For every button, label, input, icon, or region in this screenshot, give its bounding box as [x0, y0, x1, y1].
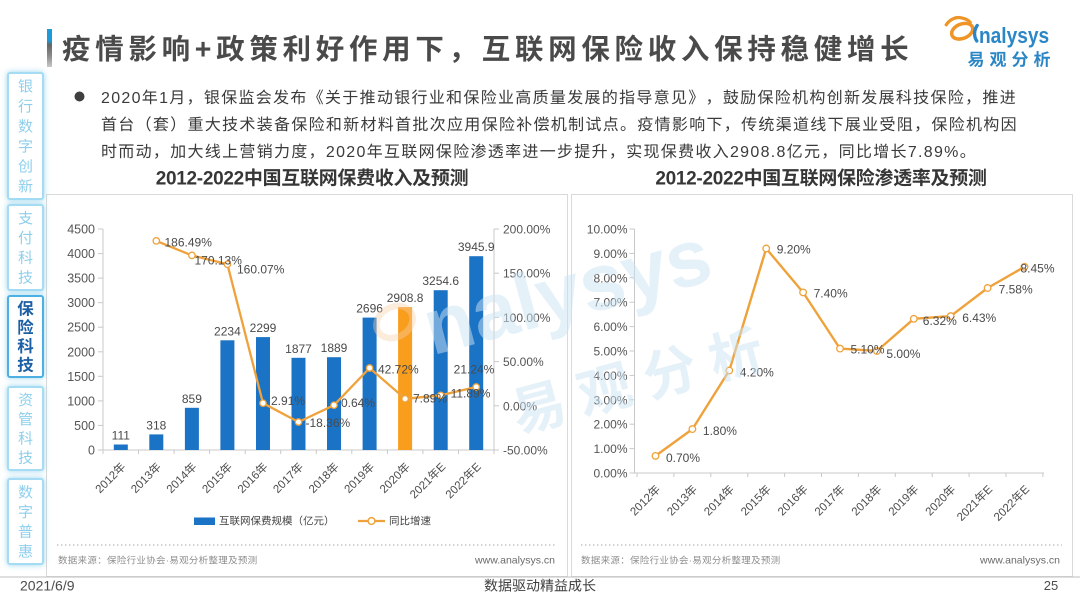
svg-text:170.13%: 170.13% [195, 254, 243, 268]
svg-text:160.07%: 160.07% [237, 263, 285, 277]
svg-text:·: · [689, 556, 692, 567]
svg-text:2019: 2019 [343, 469, 370, 496]
svg-text:2012: 2012 [628, 492, 655, 519]
svg-text:25: 25 [1044, 578, 1058, 593]
svg-text:5.10%: 5.10% [851, 343, 885, 357]
svg-text:7.58%: 7.58% [999, 283, 1033, 297]
svg-text:2696: 2696 [356, 302, 383, 316]
svg-text:0.70%: 0.70% [666, 451, 700, 465]
svg-text:2015: 2015 [739, 492, 766, 519]
svg-text:3945.9: 3945.9 [458, 240, 495, 254]
svg-text:9.00%: 9.00% [593, 247, 627, 261]
svg-text:2016: 2016 [776, 492, 803, 519]
svg-text:1: 1 [159, 90, 169, 107]
svg-text:1.00%: 1.00% [593, 442, 627, 456]
svg-text:8.45%: 8.45% [1021, 261, 1055, 275]
svg-text:3500: 3500 [67, 272, 95, 286]
svg-text:7.40%: 7.40% [814, 286, 848, 300]
svg-text:2013: 2013 [665, 492, 692, 519]
svg-text:2000: 2000 [67, 345, 95, 359]
svg-text:200.00%: 200.00% [503, 223, 551, 237]
svg-text:1877: 1877 [285, 342, 312, 356]
svg-text:E: E [1018, 483, 1032, 497]
svg-text:2908.8: 2908.8 [387, 291, 424, 305]
svg-text:·: · [166, 556, 169, 567]
svg-text:4500: 4500 [67, 223, 95, 237]
svg-text:1000: 1000 [67, 394, 95, 408]
svg-text:0.00%: 0.00% [593, 467, 627, 481]
svg-text:www.analysys.cn: www.analysys.cn [979, 555, 1060, 567]
svg-text:6.43%: 6.43% [962, 311, 996, 325]
svg-text:2017: 2017 [813, 492, 840, 519]
svg-text:2012-2022: 2012-2022 [156, 169, 244, 190]
svg-text:7.00%: 7.00% [593, 296, 627, 310]
svg-text:318: 318 [146, 418, 166, 432]
svg-text:2017: 2017 [271, 469, 298, 496]
svg-text:2013: 2013 [129, 469, 156, 496]
svg-text:42.72%: 42.72% [378, 363, 419, 377]
svg-text:150.00%: 150.00% [503, 267, 551, 281]
svg-text:1500: 1500 [67, 370, 95, 384]
svg-text:2022: 2022 [444, 475, 471, 502]
svg-text:21.24%: 21.24% [454, 363, 495, 377]
svg-text:2234: 2234 [214, 324, 241, 338]
svg-text:100.00%: 100.00% [503, 311, 551, 325]
svg-text:2.00%: 2.00% [593, 418, 627, 432]
svg-text:2018: 2018 [850, 492, 877, 519]
svg-text:186.49%: 186.49% [165, 236, 213, 250]
svg-text:4000: 4000 [67, 247, 95, 261]
svg-text:9.20%: 9.20% [777, 243, 811, 257]
svg-text:2020: 2020 [378, 469, 405, 496]
svg-text:7.89%: 7.89% [413, 392, 447, 406]
svg-text:E: E [470, 461, 484, 475]
svg-text:2012-2022: 2012-2022 [655, 169, 743, 190]
svg-text:2021/6/9: 2021/6/9 [20, 578, 75, 594]
svg-text:-50.00%: -50.00% [503, 444, 548, 458]
svg-text:2020: 2020 [326, 144, 367, 161]
svg-text:5.00%: 5.00% [593, 345, 627, 359]
svg-text:-18.36%: -18.36% [306, 416, 351, 430]
svg-text:2022: 2022 [992, 497, 1019, 524]
svg-text:2021: 2021 [955, 497, 982, 524]
svg-text:1889: 1889 [321, 341, 348, 355]
svg-text:50.00%: 50.00% [503, 355, 544, 369]
svg-text:www.analysys.cn: www.analysys.cn [474, 555, 555, 567]
svg-text:2020: 2020 [101, 90, 142, 107]
svg-text:0: 0 [88, 444, 95, 458]
svg-text:+: + [195, 34, 216, 66]
svg-text:11.89%: 11.89% [451, 387, 491, 401]
svg-text:1.80%: 1.80% [703, 424, 737, 438]
svg-text:859: 859 [182, 392, 202, 406]
svg-text:2015: 2015 [200, 469, 227, 496]
svg-text:6.32%: 6.32% [923, 314, 957, 328]
svg-text:5.00%: 5.00% [886, 347, 920, 361]
svg-text:2021: 2021 [408, 475, 435, 502]
svg-text:2500: 2500 [67, 321, 95, 335]
svg-text:2299: 2299 [250, 321, 277, 335]
svg-text:nalysys: nalysys [979, 24, 1049, 49]
svg-text:10.00%: 10.00% [587, 223, 628, 237]
svg-text:3000: 3000 [67, 296, 95, 310]
svg-text:6.00%: 6.00% [593, 320, 627, 334]
svg-text:7.89%: 7.89% [908, 144, 960, 161]
svg-text:2020: 2020 [924, 492, 951, 519]
svg-text:500: 500 [74, 419, 95, 433]
svg-text:111: 111 [112, 429, 131, 443]
svg-text:E: E [434, 461, 448, 475]
svg-text:E: E [981, 483, 995, 497]
svg-text:2014: 2014 [702, 491, 729, 518]
svg-text:8.00%: 8.00% [593, 271, 627, 285]
svg-text:2014: 2014 [165, 469, 192, 496]
svg-text:2908.8: 2908.8 [730, 144, 787, 161]
svg-text:0.64%: 0.64% [341, 396, 375, 410]
svg-text:3254.6: 3254.6 [422, 274, 459, 288]
svg-text:2016: 2016 [236, 469, 263, 496]
svg-text:2.91%: 2.91% [271, 394, 305, 408]
svg-text:2019: 2019 [887, 492, 914, 519]
svg-text:2012: 2012 [94, 469, 121, 496]
svg-text:2018: 2018 [307, 469, 334, 496]
